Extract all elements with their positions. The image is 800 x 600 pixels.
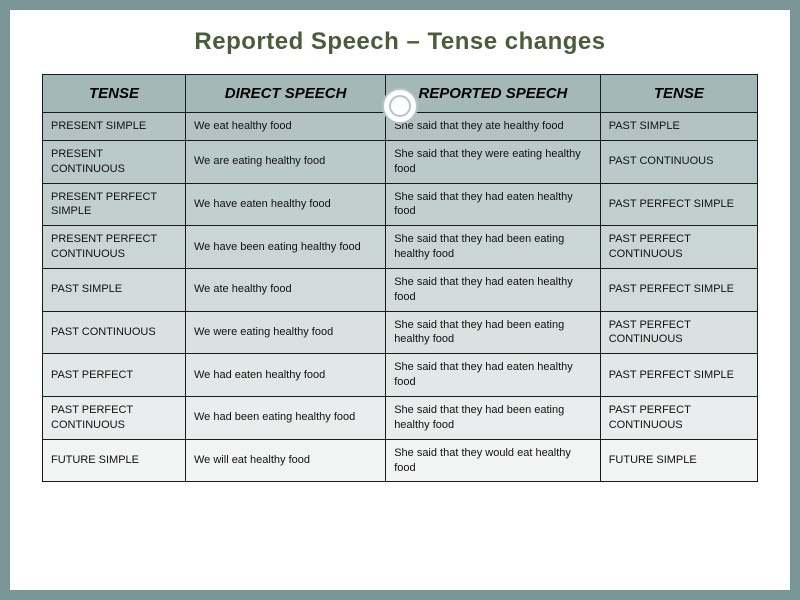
cell: FUTURE SIMPLE [600,439,757,482]
cell: PAST CONTINUOUS [43,311,186,354]
cell: We have been eating healthy food [186,226,386,269]
cell: She said that they had been eating healt… [386,311,601,354]
table-row: PAST CONTINUOUSWe were eating healthy fo… [43,311,758,354]
table-row: PRESENT PERFECT CONTINUOUSWe have been e… [43,226,758,269]
cell: PAST SIMPLE [600,113,757,141]
col-header: DIRECT SPEECH [186,75,386,113]
cell: She said that they had eaten healthy foo… [386,354,601,397]
cell: PRESENT SIMPLE [43,113,186,141]
cell: She said that they would eat healthy foo… [386,439,601,482]
cell: FUTURE SIMPLE [43,439,186,482]
cell: PAST SIMPLE [43,268,186,311]
table-row: PRESENT CONTINUOUSWe are eating healthy … [43,140,758,183]
cell: We are eating healthy food [186,140,386,183]
col-header: TENSE [600,75,757,113]
cell: We were eating healthy food [186,311,386,354]
cell: PAST PERFECT SIMPLE [600,183,757,226]
cell: PAST PERFECT SIMPLE [600,354,757,397]
cell: We had been eating healthy food [186,396,386,439]
cell: We have eaten healthy food [186,183,386,226]
cell: We eat healthy food [186,113,386,141]
tense-table: TENSE DIRECT SPEECH REPORTED SPEECH TENS… [42,74,758,482]
slide-title: Reported Speech – Tense changes [42,28,758,56]
cell: PAST PERFECT SIMPLE [600,268,757,311]
cell: PAST CONTINUOUS [600,140,757,183]
cell: She said that they were eating healthy f… [386,140,601,183]
cell: PAST PERFECT CONTINUOUS [600,226,757,269]
slide: Reported Speech – Tense changes TENSE DI… [10,10,790,590]
cell: PAST PERFECT [43,354,186,397]
table-row: FUTURE SIMPLEWe will eat healthy foodShe… [43,439,758,482]
cell: PRESENT PERFECT CONTINUOUS [43,226,186,269]
cell: PAST PERFECT CONTINUOUS [600,311,757,354]
cell: She said that they had been eating healt… [386,226,601,269]
cell: She said that they had been eating healt… [386,396,601,439]
table-row: PAST SIMPLEWe ate healthy foodShe said t… [43,268,758,311]
ornament-icon [382,88,418,124]
table-row: PAST PERFECTWe had eaten healthy foodShe… [43,354,758,397]
cell: She said that they had eaten healthy foo… [386,268,601,311]
col-header: TENSE [43,75,186,113]
cell: PRESENT PERFECT SIMPLE [43,183,186,226]
table-row: PRESENT PERFECT SIMPLEWe have eaten heal… [43,183,758,226]
cell: PAST PERFECT CONTINUOUS [600,396,757,439]
cell: We will eat healthy food [186,439,386,482]
cell: PAST PERFECT CONTINUOUS [43,396,186,439]
cell: We ate healthy food [186,268,386,311]
cell: We had eaten healthy food [186,354,386,397]
cell: She said that they had eaten healthy foo… [386,183,601,226]
table-row: PAST PERFECT CONTINUOUSWe had been eatin… [43,396,758,439]
table-body: PRESENT SIMPLEWe eat healthy foodShe sai… [43,113,758,482]
cell: PRESENT CONTINUOUS [43,140,186,183]
